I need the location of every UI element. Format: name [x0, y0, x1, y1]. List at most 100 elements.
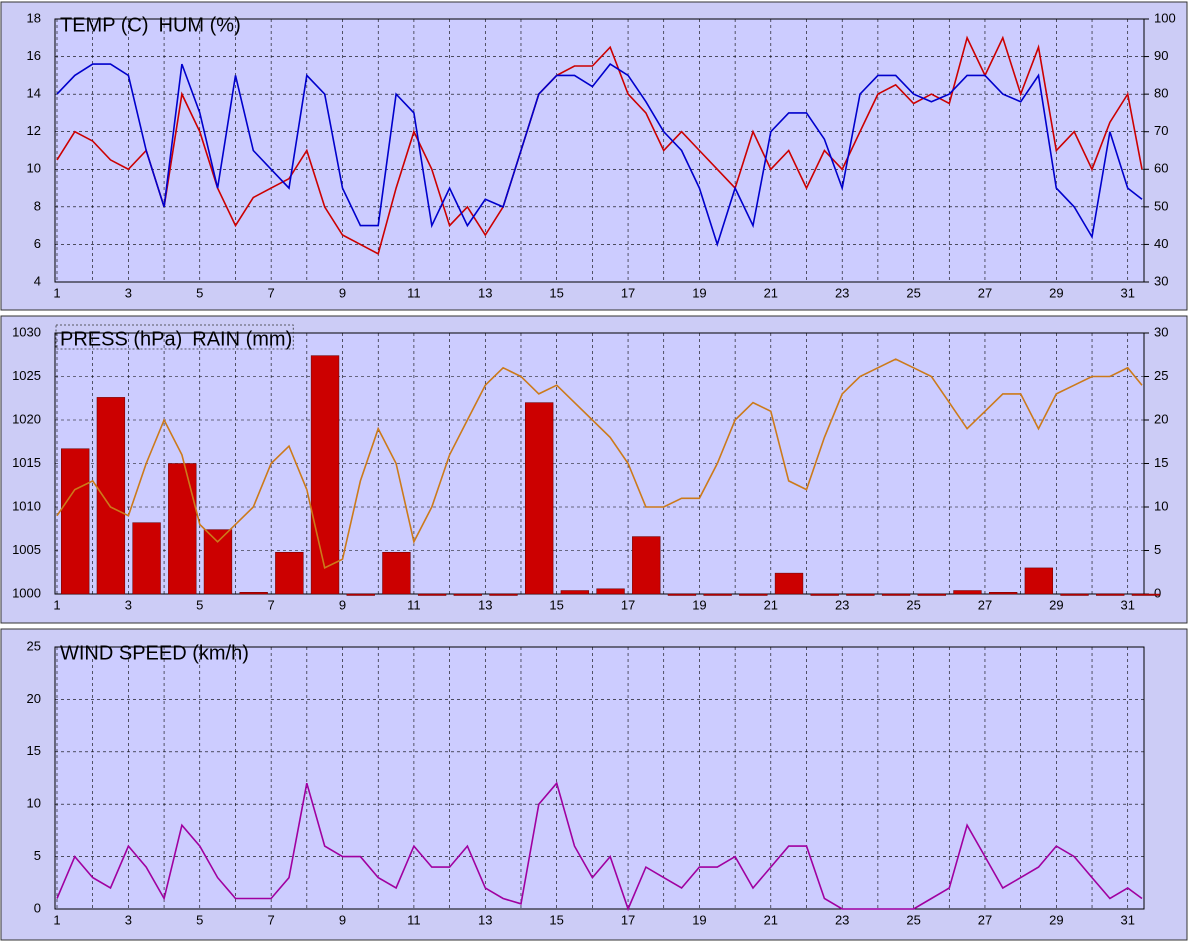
x-tick-label: 13: [478, 912, 492, 927]
y-tick-label: 18: [27, 10, 41, 25]
y2-tick-label: 50: [1154, 198, 1168, 213]
y-tick-label: 10: [27, 796, 41, 811]
plot-area: [54, 646, 1145, 910]
y-tick-label: 1020: [12, 411, 41, 426]
bar: [310, 355, 340, 595]
x-tick-label: 31: [1120, 912, 1134, 927]
bar: [774, 572, 804, 595]
x-tick-label: 31: [1120, 285, 1134, 300]
data-line: [56, 63, 1143, 248]
x-tick-label: 23: [835, 912, 849, 927]
y-tick-label: 10: [27, 161, 41, 176]
x-tick-label: 9: [339, 597, 346, 612]
x-tick-label: 23: [835, 285, 849, 300]
bar: [1131, 593, 1161, 596]
y-tick-label: 1005: [12, 542, 41, 557]
x-tick-label: 1: [53, 597, 60, 612]
x-tick-label: 21: [764, 912, 778, 927]
x-tick-label: 15: [549, 285, 563, 300]
x-tick-label: 29: [1049, 912, 1063, 927]
bar: [596, 588, 625, 595]
x-tick-label: 31: [1120, 597, 1134, 612]
legend-entry: RAIN (mm): [192, 328, 292, 350]
bar: [667, 593, 697, 596]
bar: [96, 397, 126, 595]
legend-box: [55, 324, 294, 350]
y2-tick-label: 30: [1154, 273, 1168, 288]
x-tick-label: 25: [906, 597, 920, 612]
y2-tick-label: 25: [1154, 368, 1168, 383]
y-tick-label: 12: [27, 123, 41, 138]
legend-entry: PRESS (hPa): [60, 328, 182, 350]
y-tick-label: 1010: [12, 498, 41, 513]
y-tick-label: 15: [27, 743, 41, 758]
x-tick-label: 27: [978, 285, 992, 300]
y-tick-label: 25: [27, 638, 41, 653]
x-tick-label: 27: [978, 597, 992, 612]
bar: [810, 593, 839, 596]
x-tick-label: 21: [764, 597, 778, 612]
y2-tick-label: 10: [1154, 498, 1168, 513]
x-tick-label: 19: [692, 597, 706, 612]
x-tick-label: 5: [196, 912, 203, 927]
x-tick-label: 7: [268, 912, 275, 927]
bar: [417, 593, 447, 596]
x-tick-label: 3: [125, 597, 132, 612]
x-tick-label: 19: [692, 912, 706, 927]
x-tick-label: 11: [407, 597, 421, 612]
x-tick-label: 3: [125, 912, 132, 927]
y-tick-label: 6: [34, 236, 41, 251]
bar: [525, 402, 554, 595]
data-line: [56, 781, 1143, 912]
bar: [1024, 567, 1054, 595]
y-tick-label: 5: [34, 848, 41, 863]
x-tick-label: 25: [906, 912, 920, 927]
y2-tick-label: 70: [1154, 123, 1168, 138]
x-tick-label: 21: [764, 285, 778, 300]
x-tick-label: 5: [196, 597, 203, 612]
y-tick-label: 4: [34, 273, 41, 288]
bar: [881, 593, 911, 596]
plot-area: [54, 18, 1145, 283]
bar: [132, 522, 161, 595]
y2-tick-label: 100: [1154, 10, 1176, 25]
x-tick-label: 13: [478, 597, 492, 612]
x-tick-label: 15: [549, 912, 563, 927]
bar: [632, 536, 661, 595]
bar: [917, 593, 946, 596]
y2-tick-label: 0: [1154, 585, 1161, 600]
legend-entry: TEMP (C): [60, 14, 149, 36]
y2-tick-label: 20: [1154, 411, 1168, 426]
legend-entry: HUM (%): [159, 14, 241, 36]
x-tick-label: 17: [621, 912, 635, 927]
x-tick-label: 7: [268, 597, 275, 612]
bar: [560, 590, 590, 595]
x-tick-label: 15: [549, 597, 563, 612]
bar: [703, 593, 732, 596]
y2-tick-label: 60: [1154, 161, 1168, 176]
y-tick-label: 1015: [12, 455, 41, 470]
y-tick-label: 20: [27, 691, 41, 706]
bar: [453, 593, 482, 596]
bar: [61, 448, 90, 595]
bar: [168, 463, 197, 595]
x-tick-label: 11: [407, 912, 421, 927]
y-tick-label: 8: [34, 198, 41, 213]
x-tick-label: 27: [978, 912, 992, 927]
x-tick-label: 19: [692, 285, 706, 300]
x-tick-label: 11: [407, 285, 421, 300]
y2-tick-label: 15: [1154, 455, 1168, 470]
x-tick-label: 25: [906, 285, 920, 300]
data-line: [56, 35, 1143, 255]
x-tick-label: 23: [835, 597, 849, 612]
bar: [382, 551, 411, 595]
bar: [1060, 593, 1089, 596]
x-tick-label: 29: [1049, 597, 1063, 612]
legend-entry: WIND SPEED (km/h): [60, 642, 249, 664]
x-tick-label: 17: [621, 597, 635, 612]
x-tick-label: 13: [478, 285, 492, 300]
bar: [275, 551, 304, 595]
x-tick-label: 3: [125, 285, 132, 300]
x-tick-label: 5: [196, 285, 203, 300]
